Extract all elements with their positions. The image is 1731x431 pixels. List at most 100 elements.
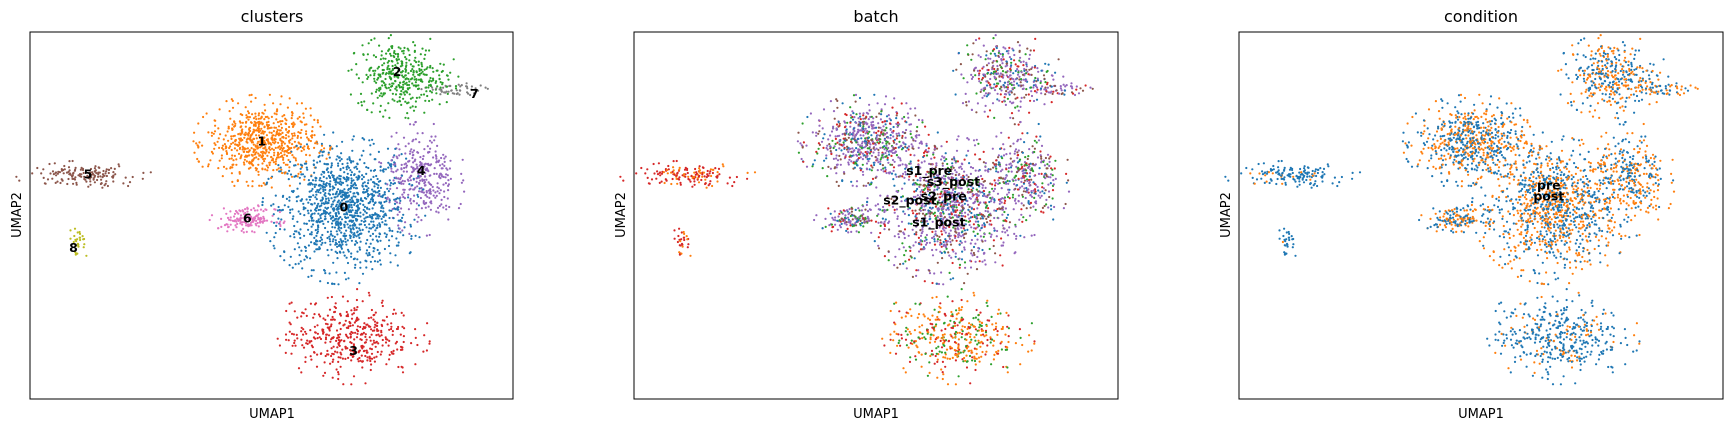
scatter-point (306, 168, 309, 171)
scatter-point (250, 208, 253, 211)
scatter-point (295, 144, 298, 147)
scatter-point (231, 99, 234, 102)
scatter-point (467, 92, 470, 95)
scatter-point (385, 72, 388, 75)
scatter-point (287, 178, 290, 181)
scatter-point (904, 145, 907, 148)
scatter-point (401, 88, 404, 91)
scatter-point (94, 165, 97, 168)
scatter-point (331, 226, 334, 229)
scatter-point (1031, 168, 1034, 171)
scatter-point (984, 104, 987, 107)
scatter-point (356, 204, 359, 207)
group-label-0: 0 (340, 200, 349, 215)
scatter-point (438, 174, 441, 177)
scatter-point (408, 80, 411, 83)
scatter-point (931, 220, 934, 223)
scatter-point (325, 184, 328, 187)
scatter-point (287, 151, 290, 155)
scatter-point (866, 215, 869, 218)
scatter-point (207, 165, 210, 168)
scatter-point (383, 213, 386, 216)
scatter-point (1037, 189, 1040, 192)
scatter-point (124, 176, 127, 179)
scatter-point (268, 93, 271, 96)
scatter-point (327, 206, 330, 209)
scatter-point (93, 181, 96, 184)
scatter-point (404, 90, 407, 93)
scatter-point (443, 190, 446, 193)
scatter-point (237, 102, 240, 105)
scatter-point (244, 220, 247, 223)
scatter-point (226, 230, 229, 233)
scatter-point (258, 218, 262, 221)
scatter-point (335, 145, 338, 148)
scatter-point (257, 134, 261, 137)
scatter-point (423, 334, 426, 337)
scatter-point (265, 231, 268, 234)
scatter-point (1004, 93, 1008, 96)
scatter-point (245, 230, 248, 233)
scatter-point (252, 219, 255, 222)
scatter-point (445, 173, 448, 176)
scatter-point (355, 336, 359, 339)
scatter-point (384, 196, 387, 200)
scatter-point (361, 272, 365, 275)
scatter-point (698, 165, 701, 168)
scatter-point (336, 201, 339, 204)
scatter-point (421, 191, 424, 194)
scatter-point (833, 117, 836, 120)
scatter-point (379, 201, 383, 204)
scatter-point (978, 326, 981, 329)
scatter-point (841, 133, 844, 136)
scatter-point (470, 88, 473, 91)
scatter-point (862, 112, 865, 115)
scatter-point (391, 229, 394, 233)
scatter-point (1025, 93, 1028, 96)
scatter-point (936, 376, 939, 379)
scatter-point (390, 322, 393, 325)
scatter-point (351, 313, 354, 316)
scatter-point (273, 247, 276, 250)
scatter-point (73, 178, 77, 181)
scatter-point (870, 219, 873, 222)
scatter-point (74, 168, 77, 171)
scatter-point (373, 77, 376, 80)
scatter-point (415, 61, 418, 64)
scatter-point (275, 224, 278, 227)
scatter-point (356, 200, 359, 203)
scatter-point (267, 151, 271, 154)
scatter-point (345, 229, 348, 232)
scatter-point (238, 143, 241, 146)
scatter-point (62, 172, 65, 175)
scatter-point (372, 181, 375, 184)
scatter-point (303, 258, 306, 261)
scatter-point (337, 207, 340, 210)
scatter-point (835, 154, 838, 157)
scatter-point (355, 73, 358, 76)
scatter-point (1040, 172, 1043, 175)
scatter-point (813, 218, 816, 222)
scatter-point (981, 186, 984, 189)
scatter-point (894, 352, 898, 355)
scatter-point (465, 82, 468, 85)
scatter-point (968, 354, 972, 358)
scatter-point (235, 163, 238, 166)
scatter-point (992, 344, 995, 347)
scatter-point (316, 332, 319, 335)
scatter-point (319, 208, 322, 211)
scatter-point (424, 162, 427, 165)
scatter-point (417, 84, 420, 87)
scatter-point (438, 164, 442, 167)
scatter-point (976, 69, 980, 72)
scatter-point (261, 200, 264, 203)
scatter-point (935, 147, 939, 150)
scatter-point (268, 131, 271, 134)
scatter-point (407, 117, 410, 120)
scatter-point (353, 352, 356, 355)
scatter-point (270, 131, 273, 134)
scatter-point (1039, 150, 1042, 153)
scatter-point (370, 328, 373, 331)
scatter-point (313, 134, 316, 137)
scatter-point (701, 173, 704, 176)
